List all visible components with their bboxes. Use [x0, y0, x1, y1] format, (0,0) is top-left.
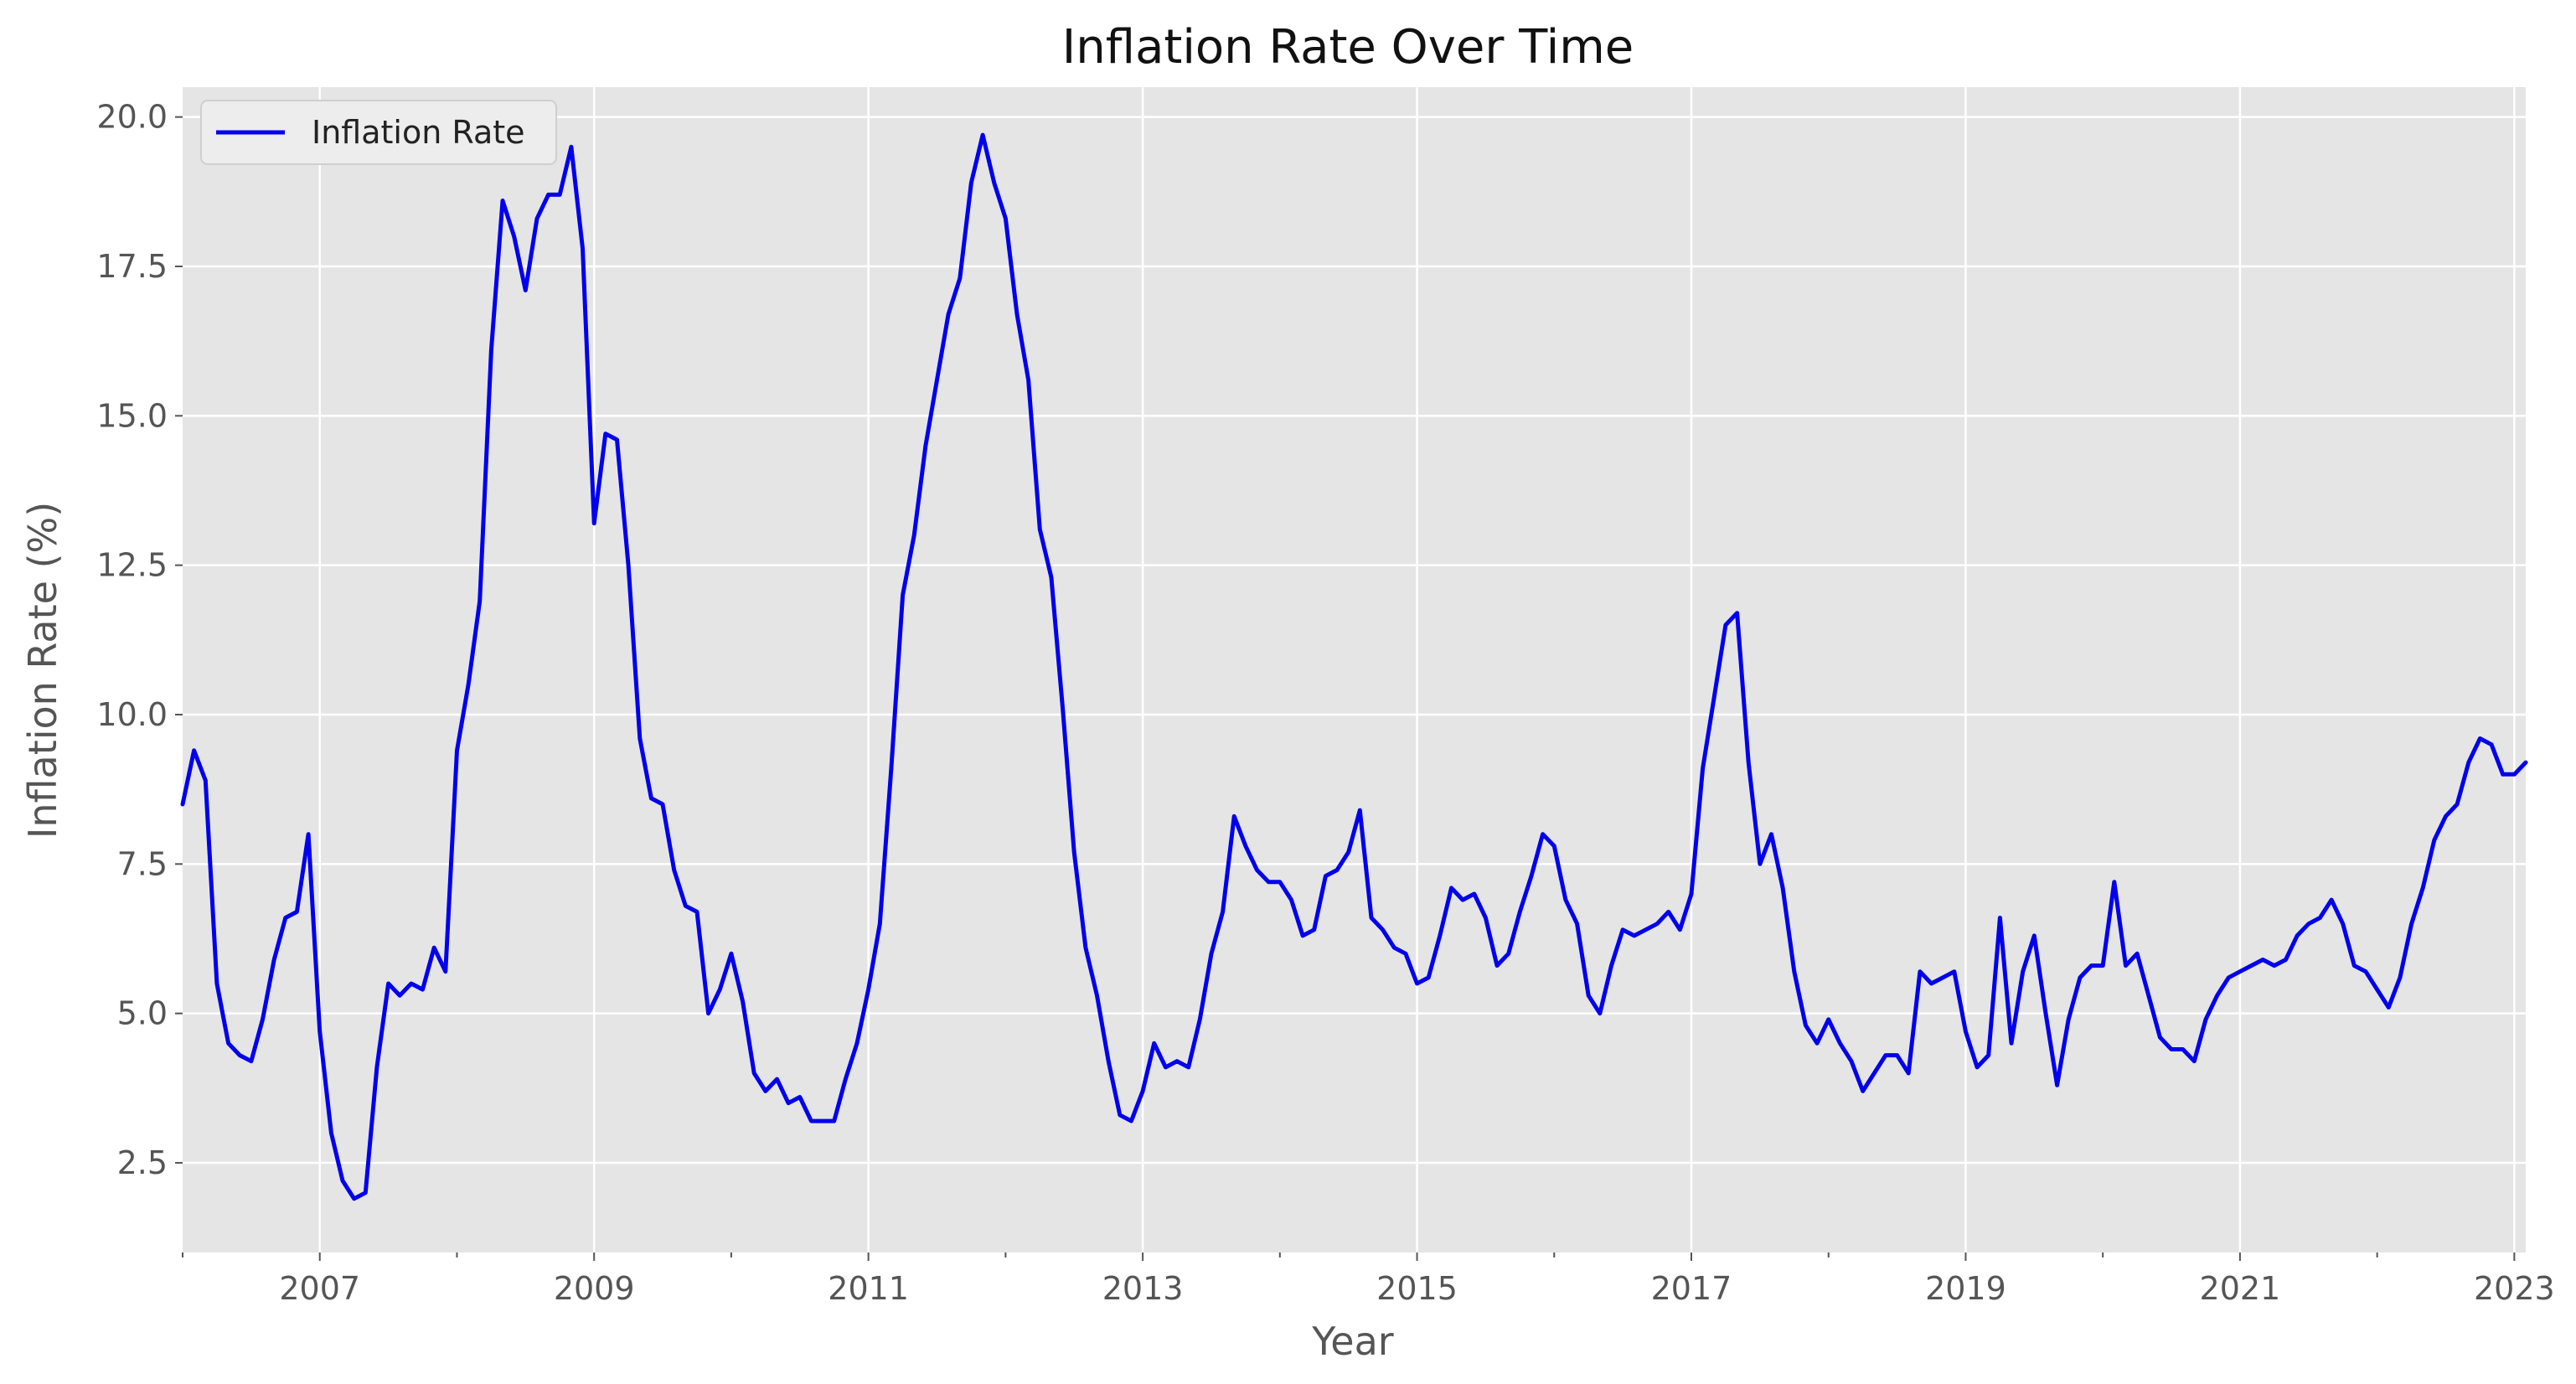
series-line-inflation-rate	[180, 132, 2528, 1201]
x-axis-label: Year	[1311, 1319, 1393, 1364]
x-tick-label: 2011	[828, 1270, 909, 1307]
x-tick-label: 2009	[554, 1270, 635, 1307]
x-tick-label: 2023	[2474, 1270, 2555, 1307]
y-tick-label: 2.5	[117, 1144, 168, 1181]
y-tick-label: 10.0	[96, 696, 168, 733]
series-layer	[180, 132, 2528, 1201]
x-tick-label: 2007	[279, 1270, 360, 1307]
x-tick-label: 2013	[1102, 1270, 1184, 1307]
y-tick-label: 20.0	[96, 99, 168, 136]
x-tick-label: 2019	[1925, 1270, 2006, 1307]
y-axis-label: Inflation Rate (%)	[20, 502, 65, 839]
plot-background	[183, 87, 2526, 1252]
legend-box	[200, 100, 557, 165]
x-tick-label: 2017	[1651, 1270, 1732, 1307]
y-tick-label: 15.0	[96, 397, 168, 434]
x-tick-label: 2021	[2200, 1270, 2281, 1307]
grid	[183, 87, 2526, 1252]
y-tick-label: 7.5	[117, 845, 168, 882]
y-tick-label: 12.5	[96, 547, 168, 584]
legend: Inflation Rate	[200, 100, 557, 165]
tick-layer: 2.5 5.0 7.5 10.0 12.5 15.0 17.5 20.0 2007 2009 201…	[96, 99, 2554, 1307]
y-tick-label: 17.5	[96, 248, 168, 285]
legend-label: Inflation Rate	[312, 114, 525, 151]
x-tick-label: 2015	[1376, 1270, 1458, 1307]
chart-title: Inflation Rate Over Time	[1062, 20, 1634, 75]
y-tick-label: 5.0	[117, 995, 168, 1032]
